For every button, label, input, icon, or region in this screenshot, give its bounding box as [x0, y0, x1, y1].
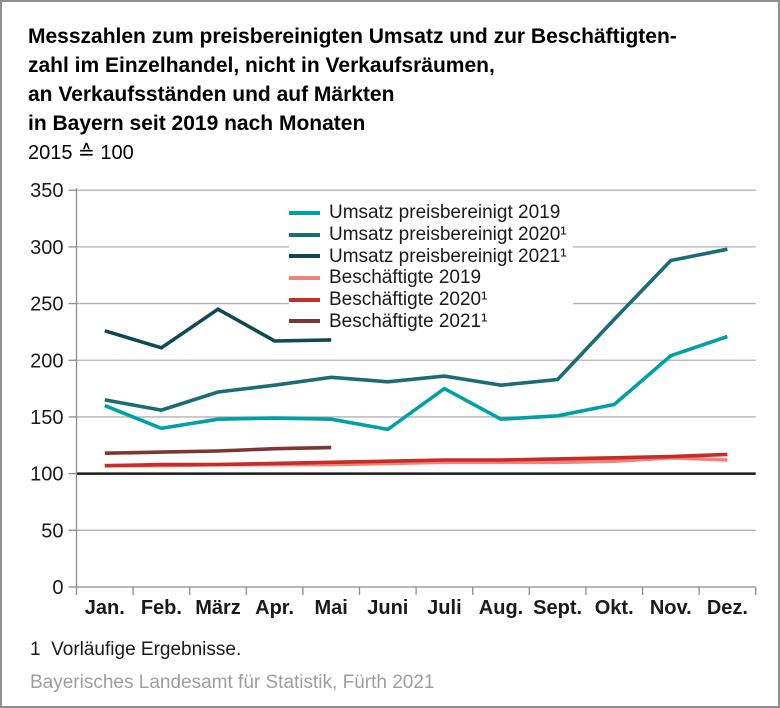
series-line-1 — [104, 334, 728, 432]
chart-title-line: zahl im Einzelhandel, nicht in Verkaufsr… — [28, 54, 495, 77]
series-line-5 — [104, 452, 728, 468]
legend-item: Umsatz preisbereinigt 2019 — [289, 202, 573, 224]
chart-title-line: an Verkaufsständen und auf Märkten — [28, 83, 395, 106]
y-tick-label: 300 — [30, 237, 63, 259]
legend-label: Umsatz preisbereinigt 2021¹ — [329, 245, 567, 267]
y-tick-label: 50 — [41, 520, 63, 542]
legend-item: Umsatz preisbereinigt 2021¹ — [289, 245, 573, 268]
x-tick-label: Sept. — [533, 597, 582, 619]
y-tick-label: 200 — [30, 350, 63, 372]
legend-swatch — [289, 319, 320, 324]
x-tick-label: Okt. — [595, 597, 634, 619]
x-tick-label: Aug. — [479, 597, 523, 619]
x-tick-label: Apr. — [255, 597, 294, 619]
legend-swatch — [289, 297, 320, 302]
legend-item: Beschäftigte 2021¹ — [289, 310, 573, 333]
legend-swatch — [289, 275, 320, 280]
legend-swatch — [289, 232, 320, 237]
legend-label: Beschäftigte 2020¹ — [329, 289, 488, 311]
chart-subtitle: 2015 ≙ 100 — [28, 142, 134, 164]
series-line-3 — [104, 307, 332, 350]
x-tick-label: Mai — [315, 597, 348, 619]
x-tick-label: Feb. — [141, 597, 182, 619]
legend-swatch — [289, 210, 320, 215]
x-tick-label: Nov. — [650, 597, 692, 619]
x-tick-label: Juli — [427, 597, 461, 619]
x-tick-label: Juni — [367, 597, 408, 619]
legend-item: Umsatz preisbereinigt 2020¹ — [289, 223, 573, 246]
series-line-6 — [104, 445, 332, 455]
source-credit: Bayerisches Landesamt für Statistik, Für… — [30, 672, 435, 693]
legend-item: Beschäftigte 2020¹ — [289, 288, 573, 311]
chart-title-line: Messzahlen zum preisbereinigten Umsatz u… — [28, 25, 677, 48]
legend-label: Umsatz preisbereinigt 2020¹ — [329, 224, 567, 246]
y-tick-label: 150 — [30, 407, 63, 429]
chart-title-line: in Bayern seit 2019 nach Monaten — [28, 112, 366, 135]
legend-label: Umsatz preisbereinigt 2019 — [329, 202, 561, 224]
x-tick-label: Dez. — [707, 597, 748, 619]
x-tick-label: Jan. — [85, 597, 125, 619]
y-tick-label: 250 — [30, 294, 63, 316]
y-tick-label: 350 — [30, 180, 63, 202]
y-tick-label: 0 — [52, 577, 63, 599]
y-tick-label: 100 — [30, 464, 63, 486]
chart-title: Messzahlen zum preisbereinigten Umsatz u… — [28, 22, 758, 167]
x-tick-label: März — [195, 597, 241, 619]
series-line-2 — [104, 247, 728, 412]
footnote: 1 Vorläufige Ergebnisse. — [30, 639, 242, 660]
legend-swatch — [289, 254, 320, 259]
legend-label: Beschäftigte 2019 — [329, 267, 482, 289]
legend-item: Beschäftigte 2019 — [289, 267, 573, 289]
legend-label: Beschäftigte 2021¹ — [329, 310, 488, 332]
chart-legend: Umsatz preisbereinigt 2019 Umsatz preisbe… — [289, 202, 573, 333]
